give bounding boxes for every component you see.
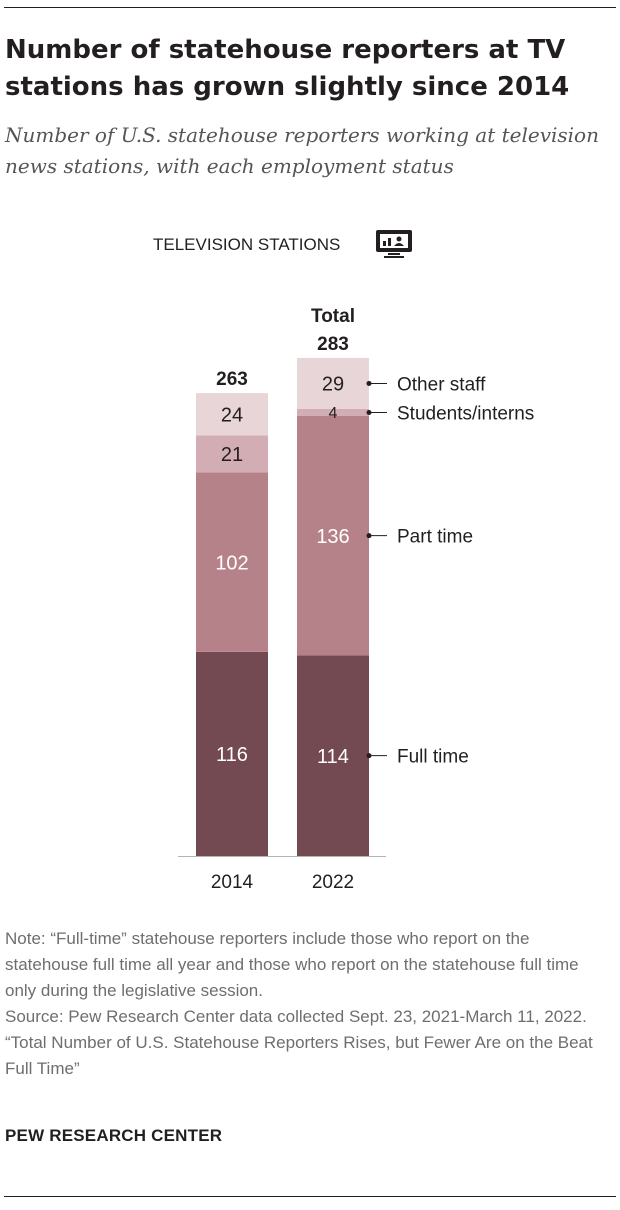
value-label-students-interns-2022: 4 (329, 405, 338, 422)
chart-subtitle: Number of U.S. statehouse reporters work… (5, 123, 599, 178)
pew-logo-text: PEW RESEARCH CENTER (5, 1126, 223, 1145)
bar-segment-other-staff-2014 (196, 393, 268, 436)
source-text: Source: Pew Research Center data collect… (5, 1007, 587, 1026)
panel-label: TELEVISION STATIONS (153, 235, 340, 254)
value-label-other-staff-2014: 24 (221, 404, 243, 426)
value-label-part-time-2022: 136 (316, 526, 349, 548)
legend-label-students-interns: Students/interns (397, 403, 534, 424)
legend-label-other-staff: Other staff (397, 374, 486, 395)
legend-label-part-time: Part time (397, 527, 473, 548)
value-label-students-interns-2014: 21 (221, 444, 243, 466)
tv-screen-icon (376, 230, 412, 258)
report-title: “Total Number of U.S. Statehouse Reporte… (5, 1033, 593, 1078)
bars-group (178, 357, 386, 857)
value-label-full-time-2014: 116 (216, 744, 248, 766)
value-label-other-staff-2022: 29 (322, 374, 344, 396)
bar-segment-part-time-2014 (196, 472, 268, 652)
bar-segment-full-time-2014 (196, 651, 268, 856)
bar-segment-students-interns-2014 (196, 435, 268, 473)
stacked-bar-chart: TELEVISION STATIONS 116 102 21 24 2014 114 136… (153, 230, 534, 893)
bar-segment-part-time-2022 (297, 416, 369, 656)
value-label-full-time-2022: 114 (317, 746, 349, 768)
footnote: Note: “Full-time” statehouse reporters i… (5, 926, 605, 1082)
total-heading-label: Total (311, 306, 355, 327)
legend-label-full-time: Full time (397, 747, 469, 768)
labels-group: 116 102 21 24 2014 114 136 4 29 2022 263 Total 283 Fu… (211, 306, 534, 893)
bottom-rule (4, 1196, 616, 1197)
bar-segment-students-interns-2022 (297, 408, 369, 416)
x-tick-label-2022: 2022 (312, 872, 354, 893)
top-rule (4, 7, 616, 8)
note-text: Note: “Full-time” statehouse reporters i… (5, 929, 579, 1000)
bar-segment-other-staff-2022 (297, 357, 369, 409)
x-tick-label-2014: 2014 (211, 872, 254, 893)
total-value-2014: 263 (216, 369, 248, 390)
chart-title: Number of statehouse reporters at TV sta… (5, 35, 570, 102)
total-value-2022: 283 (317, 334, 349, 355)
value-label-part-time-2014: 102 (215, 552, 248, 574)
bar-segment-full-time-2022 (297, 655, 369, 856)
